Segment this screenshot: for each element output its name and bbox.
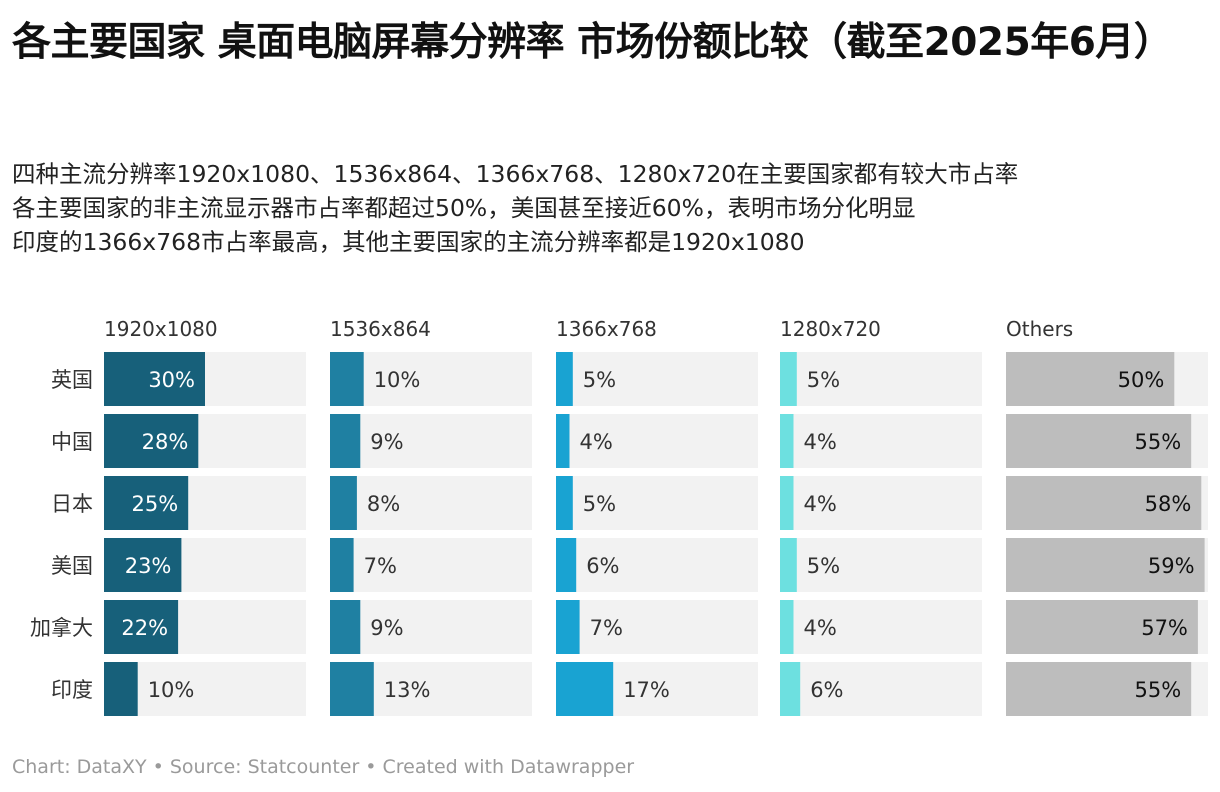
- bar: [1006, 414, 1192, 468]
- bar-value-label: 13%: [384, 678, 431, 702]
- row-label: 美国: [51, 554, 93, 578]
- bar-background: [780, 476, 982, 530]
- bar-value-label: 4%: [804, 616, 837, 640]
- bar: [1006, 538, 1205, 592]
- bar: [556, 600, 580, 654]
- chart-footer: Chart: DataXY • Source: Statcounter • Create…: [12, 756, 634, 778]
- bar-background: [780, 538, 982, 592]
- footer-separator: •: [365, 756, 377, 778]
- bar-background: [330, 476, 532, 530]
- bar-value-label: 5%: [807, 554, 840, 578]
- footer-created-with: Created with Datawrapper: [382, 756, 635, 778]
- bar-value-label: 30%: [148, 368, 195, 392]
- bar-background: [556, 600, 758, 654]
- bar: [330, 538, 354, 592]
- bar-background: [780, 600, 982, 654]
- bar-background: [556, 538, 758, 592]
- bar: [330, 414, 361, 468]
- chart-title: 各主要国家 桌面电脑屏幕分辨率 市场份额比较（截至2025年6月）: [12, 20, 1173, 65]
- bar-value-label: 4%: [804, 430, 837, 454]
- bar: [780, 662, 801, 716]
- bar: [330, 352, 364, 406]
- bar-value-label: 6%: [810, 678, 843, 702]
- bar: [104, 662, 138, 716]
- bar-value-label: 10%: [374, 368, 421, 392]
- bar: [104, 476, 189, 530]
- row-label: 中国: [51, 430, 93, 454]
- bar-value-label: 28%: [142, 430, 189, 454]
- bar-background: [330, 538, 532, 592]
- bar: [104, 538, 182, 592]
- bar-background: [780, 414, 982, 468]
- bar-value-label: 50%: [1118, 368, 1165, 392]
- bar-value-label: 7%: [590, 616, 623, 640]
- bar-value-label: 4%: [804, 492, 837, 516]
- bar-background: [780, 662, 982, 716]
- bar-background: [330, 414, 532, 468]
- bar-value-label: 6%: [586, 554, 619, 578]
- bar: [556, 414, 570, 468]
- bar-value-label: 22%: [121, 616, 168, 640]
- bar: [1006, 600, 1198, 654]
- bar-value-label: 55%: [1135, 678, 1182, 702]
- bar-value-label: 5%: [807, 368, 840, 392]
- bar: [104, 414, 199, 468]
- bar-value-label: 4%: [580, 430, 613, 454]
- bar-background: [556, 352, 758, 406]
- footer-chart-credit: Chart: DataXY: [12, 756, 147, 778]
- bar-value-label: 55%: [1135, 430, 1182, 454]
- bar: [780, 476, 794, 530]
- panel-header: 1920x1080: [104, 317, 218, 341]
- bar-background: [330, 600, 532, 654]
- bar-value-label: 25%: [132, 492, 179, 516]
- bar-value-label: 23%: [125, 554, 172, 578]
- subtitle-line-1: 四种主流分辨率1920x1080、1536x864、1366x768、1280x…: [12, 160, 1019, 188]
- bar: [556, 662, 614, 716]
- bar-value-label: 9%: [370, 430, 403, 454]
- bar-value-label: 8%: [367, 492, 400, 516]
- row-label: 日本: [51, 492, 93, 516]
- bar: [104, 352, 205, 406]
- bar: [780, 600, 794, 654]
- bar: [556, 352, 573, 406]
- panel-header: 1366x768: [556, 317, 657, 341]
- chart-subtitle: 四种主流分辨率1920x1080、1536x864、1366x768、1280x…: [12, 157, 1208, 259]
- panel-header: Others: [1006, 317, 1073, 341]
- row-label: 英国: [51, 368, 93, 392]
- panel-header: 1280x720: [780, 317, 881, 341]
- bar: [330, 662, 374, 716]
- bar-value-label: 5%: [583, 368, 616, 392]
- row-label: 印度: [51, 678, 93, 702]
- bar-value-label: 59%: [1148, 554, 1195, 578]
- bar: [780, 538, 797, 592]
- bar-background: [780, 352, 982, 406]
- row-label: 加拿大: [30, 616, 93, 640]
- bar: [556, 538, 577, 592]
- footer-source: Source: Statcounter: [169, 756, 360, 778]
- bar-background: [556, 414, 758, 468]
- bar-value-label: 7%: [364, 554, 397, 578]
- bar-value-label: 57%: [1141, 616, 1188, 640]
- bar: [1006, 352, 1175, 406]
- bar-value-label: 5%: [583, 492, 616, 516]
- bar-value-label: 9%: [370, 616, 403, 640]
- subtitle-line-3: 印度的1366x768市占率最高，其他主要国家的主流分辨率都是1920x1080: [12, 228, 805, 256]
- bar: [1006, 476, 1202, 530]
- bar: [1006, 662, 1192, 716]
- bar: [780, 352, 797, 406]
- panel-header: 1536x864: [330, 317, 431, 341]
- bar-value-label: 17%: [623, 678, 670, 702]
- bar-value-label: 58%: [1145, 492, 1192, 516]
- bar: [780, 414, 794, 468]
- bar: [104, 600, 179, 654]
- bar-background: [556, 476, 758, 530]
- subtitle-line-2: 各主要国家的非主流显示器市占率都超过50%，美国甚至接近60%，表明市场分化明显: [12, 194, 916, 222]
- bar: [556, 476, 573, 530]
- bar: [330, 476, 357, 530]
- bar-value-label: 10%: [148, 678, 195, 702]
- footer-separator: •: [152, 756, 164, 778]
- bar: [330, 600, 361, 654]
